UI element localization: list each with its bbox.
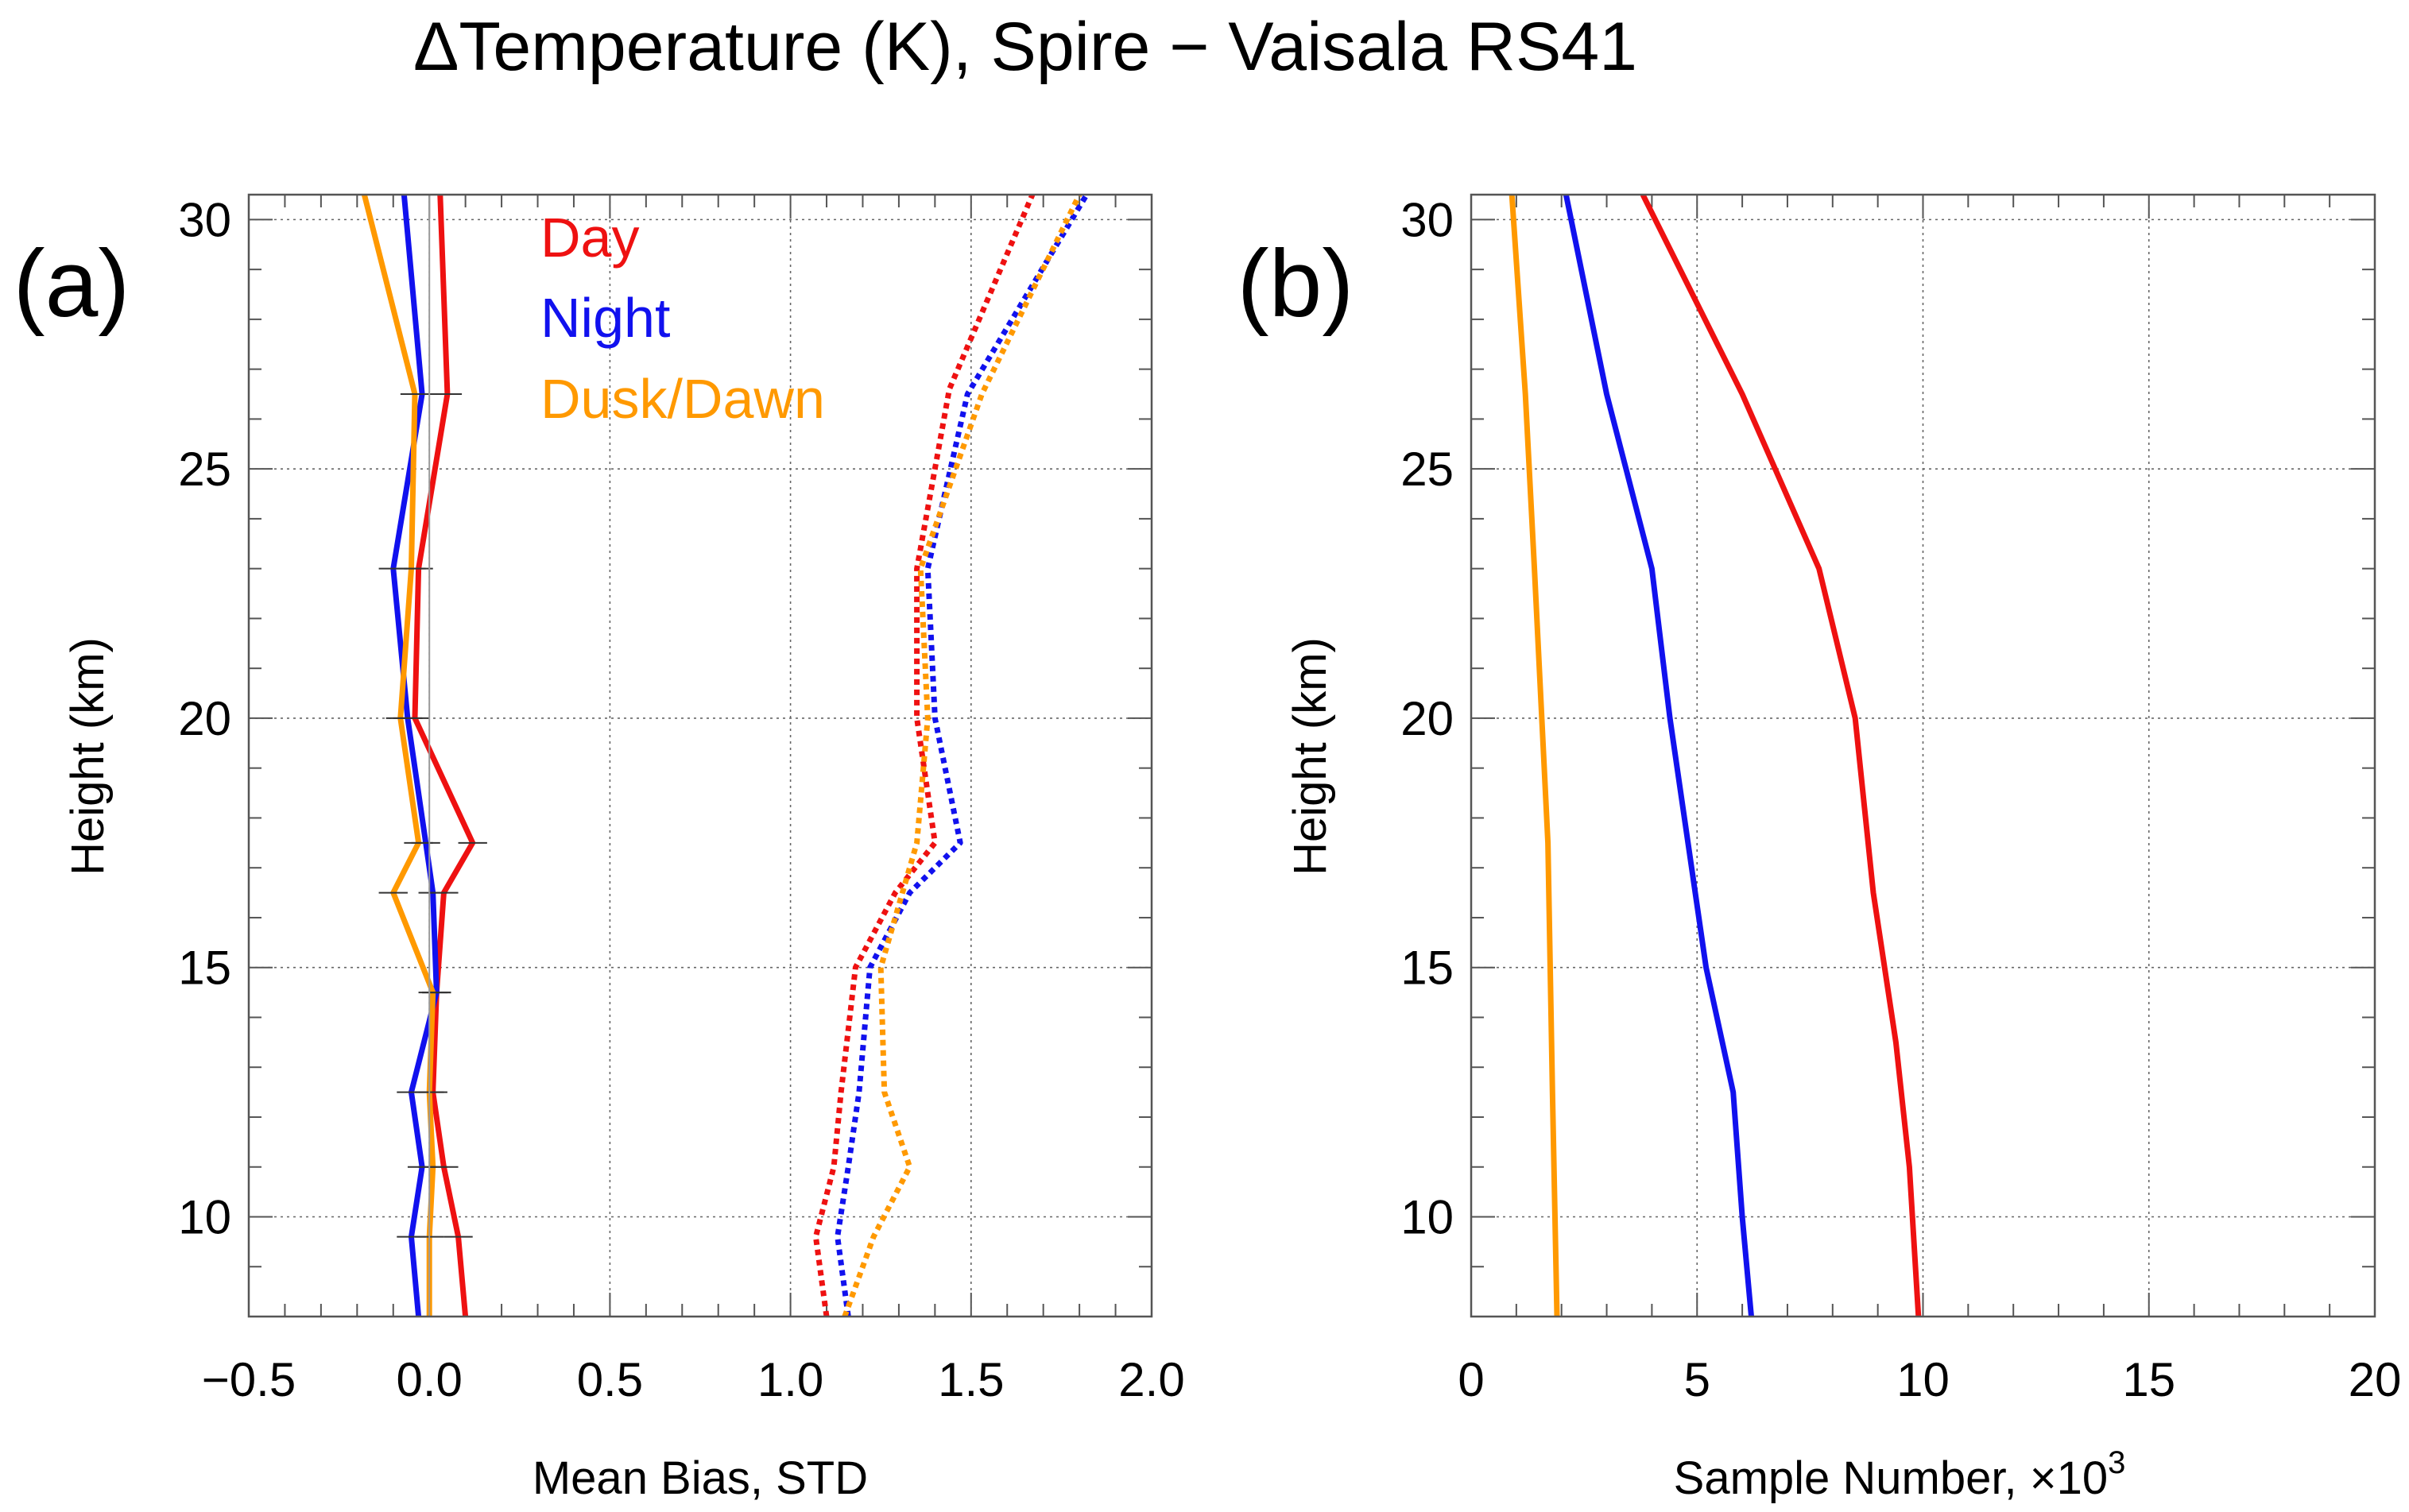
panel-a-label: (a) (14, 230, 130, 337)
y-tick-label: 20 (178, 692, 231, 745)
series-night (1563, 195, 1754, 1317)
x-tick-label: 1.0 (757, 1353, 823, 1406)
panel-b-series (1509, 195, 1922, 1317)
y-tick-label: 20 (1400, 692, 1454, 745)
y-tick-label: 10 (178, 1190, 231, 1243)
panel-a-grid (249, 195, 1152, 1317)
y-tick-label: 15 (178, 942, 231, 995)
series-night-std (835, 195, 1090, 1317)
panel-a: (a) Height (km) Mean Bias, STD −0.5 0.0 0.… (14, 193, 1185, 1504)
legend-day-label: Day (540, 207, 639, 269)
y-tick-label: 15 (1400, 942, 1454, 995)
series-day-mean-bias (412, 195, 476, 1317)
y-tick-label: 25 (178, 443, 231, 496)
y-tick-label: 25 (1400, 443, 1454, 496)
panel-b-frame (1470, 193, 2376, 1318)
y-tick-label: 30 (178, 193, 231, 246)
x-tick-label: 0.0 (396, 1353, 462, 1406)
panel-b-grid (1471, 195, 2375, 1317)
x-tick-label: 5 (1684, 1353, 1710, 1406)
panel-b-label: (b) (1237, 230, 1354, 337)
x-tick-label: 20 (2349, 1353, 2402, 1406)
panel-b-x-axis-label-exponent: 3 (2108, 1445, 2125, 1480)
panel-b-tick-labels: 0 5 10 15 20 10 15 20 25 30 (1400, 193, 2401, 1406)
panel-a-tick-labels: −0.5 0.0 0.5 1.0 1.5 2.0 10 15 20 25 30 (178, 193, 1184, 1406)
series-day-std (812, 195, 1036, 1317)
panel-a-frame (247, 193, 1153, 1318)
panel-a-series (362, 195, 1090, 1317)
legend-dusk-dawn-label: Dusk/Dawn (540, 368, 825, 430)
x-tick-label: 2.0 (1118, 1353, 1184, 1406)
x-tick-label: 10 (1896, 1353, 1950, 1406)
x-tick-label: −0.5 (202, 1353, 296, 1406)
panel-b-x-axis-label: Sample Number, ×103 (1674, 1445, 2126, 1504)
panel-b: (b) Height (km) Sample Number, ×103 0 5 10… (1237, 193, 2402, 1504)
panel-b-y-axis-label: Height (km) (1284, 637, 1336, 876)
figure-title: ΔTemperature (K), Spire − Vaisala RS41 (413, 9, 1637, 85)
panel-a-x-axis-label: Mean Bias, STD (533, 1452, 868, 1504)
panel-a-legend: Day Night Dusk/Dawn (540, 207, 825, 430)
series-dusk-dawn-mean-bias (362, 195, 436, 1317)
x-tick-label: 1.5 (938, 1353, 1004, 1406)
panel-a-y-axis-label: Height (km) (62, 637, 114, 876)
x-tick-label: 0 (1458, 1353, 1484, 1406)
panel-a-ticks (248, 195, 1152, 1317)
x-tick-label: 0.5 (577, 1353, 643, 1406)
panel-a-error-bars (378, 195, 487, 1317)
series-dusk-dawn-std (842, 195, 1083, 1317)
series-dusk-dawn (1509, 195, 1560, 1317)
series-day (1640, 195, 1922, 1317)
x-tick-label: 15 (2122, 1353, 2175, 1406)
legend-night-label: Night (540, 287, 670, 349)
panel-b-x-axis-label-text: Sample Number, ×10 (1674, 1452, 2108, 1504)
y-tick-label: 30 (1400, 193, 1454, 246)
y-tick-label: 10 (1400, 1190, 1454, 1243)
